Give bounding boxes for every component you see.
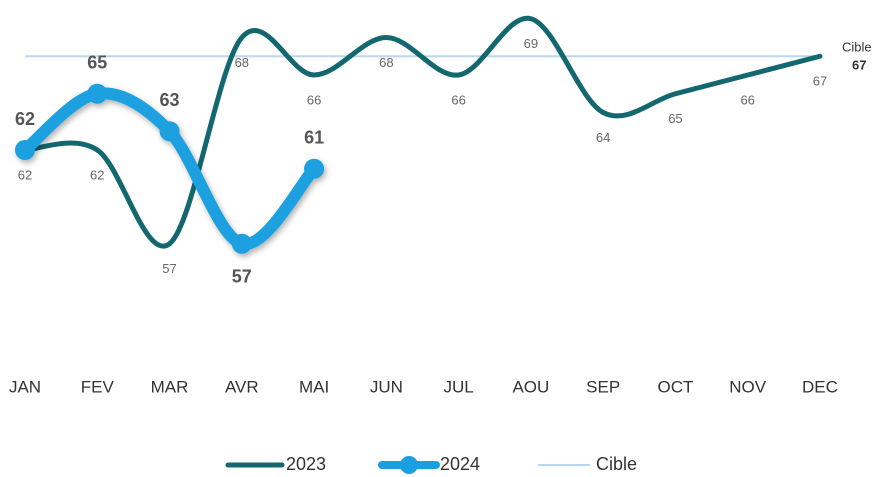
data-label: 57 [232, 267, 252, 287]
series [15, 83, 325, 254]
x-tick-label: AOU [512, 377, 549, 396]
point [231, 233, 252, 254]
data-label: 65 [87, 53, 107, 73]
data-label: 64 [596, 130, 610, 145]
data-label: 63 [160, 90, 180, 110]
point [304, 158, 325, 179]
data-label: 68 [235, 55, 249, 70]
point [87, 83, 108, 104]
data-label: 62 [90, 167, 104, 182]
point [15, 140, 35, 160]
x-tick-label: JUN [370, 377, 403, 396]
series-line [22, 16, 823, 249]
series-line [19, 87, 321, 250]
data-label: 66 [740, 92, 754, 107]
x-tick-label: SEP [586, 377, 620, 396]
legend-marker [400, 456, 418, 474]
data-label: 61 [304, 128, 324, 148]
legend-label: 2024 [440, 454, 480, 474]
x-tick-label: MAR [151, 377, 189, 396]
x-tick-label: OCT [657, 377, 693, 396]
data-label: 67 [813, 74, 827, 89]
data-label: 57 [162, 261, 176, 276]
x-tick-label: JUL [444, 377, 474, 396]
target-value: 67 [852, 57, 866, 72]
series [22, 16, 823, 249]
data-label: 66 [307, 92, 321, 107]
data-label: 66 [451, 92, 465, 107]
data-label: 62 [15, 109, 35, 129]
x-tick-label: DEC [802, 377, 838, 396]
x-tick-label: MAI [299, 377, 329, 396]
data-label: 62 [18, 167, 32, 182]
x-tick-label: AVR [225, 377, 259, 396]
x-tick-label: JAN [9, 377, 41, 396]
data-label: 68 [379, 55, 393, 70]
x-tick-label: NOV [729, 377, 767, 396]
data-label: 65 [668, 111, 682, 126]
x-tick-label: FEV [81, 377, 115, 396]
legend-label: 2023 [286, 454, 326, 474]
point [159, 121, 180, 142]
data-label: 69 [524, 36, 538, 51]
target-label: Cible [842, 39, 872, 54]
legend-label: Cible [596, 454, 637, 474]
